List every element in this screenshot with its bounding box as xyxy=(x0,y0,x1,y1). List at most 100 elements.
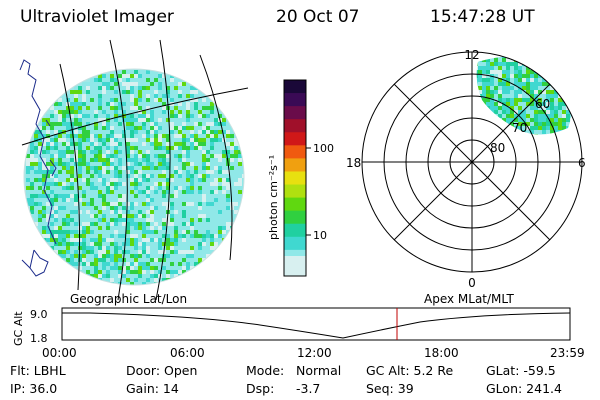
image-pixel xyxy=(138,182,142,186)
image-pixel xyxy=(142,154,146,158)
image-pixel xyxy=(98,250,102,254)
image-pixel xyxy=(222,166,226,170)
image-pixel xyxy=(58,250,62,254)
image-pixel xyxy=(210,210,214,214)
image-pixel xyxy=(550,58,554,62)
image-pixel xyxy=(114,134,118,138)
image-pixel xyxy=(238,178,242,182)
image-pixel xyxy=(562,86,566,90)
image-pixel xyxy=(114,206,118,210)
image-pixel xyxy=(150,226,154,230)
image-pixel xyxy=(110,262,114,266)
image-pixel xyxy=(90,190,94,194)
geographic-label: Geographic Lat/Lon xyxy=(70,292,187,306)
image-pixel xyxy=(218,154,222,158)
image-pixel xyxy=(54,126,58,130)
image-pixel xyxy=(498,66,502,70)
image-pixel xyxy=(134,238,138,242)
image-pixel xyxy=(550,56,554,58)
image-pixel xyxy=(122,146,126,150)
image-pixel xyxy=(526,74,530,78)
image-pixel xyxy=(110,158,114,162)
image-pixel xyxy=(174,162,178,166)
image-pixel xyxy=(206,250,210,254)
image-pixel xyxy=(530,70,534,74)
image-pixel xyxy=(530,86,534,90)
image-pixel xyxy=(214,158,218,162)
image-pixel xyxy=(218,234,222,238)
time-tick-2359: 23:59 xyxy=(550,346,585,360)
image-pixel xyxy=(86,258,90,262)
image-pixel xyxy=(206,226,210,230)
image-pixel xyxy=(82,194,86,198)
image-pixel xyxy=(174,142,178,146)
image-pixel xyxy=(166,250,170,254)
image-pixel xyxy=(178,150,182,154)
image-pixel xyxy=(498,122,502,126)
image-pixel xyxy=(94,178,98,182)
image-pixel xyxy=(538,130,542,134)
image-pixel xyxy=(214,198,218,202)
image-pixel xyxy=(222,198,226,202)
image-pixel xyxy=(138,114,142,118)
mlt-label-6: 6 xyxy=(578,156,586,170)
image-pixel xyxy=(198,250,202,254)
image-pixel xyxy=(30,150,34,154)
image-pixel xyxy=(66,206,70,210)
image-pixel xyxy=(194,222,198,226)
door-status: Door: Open xyxy=(126,363,198,378)
image-pixel xyxy=(126,250,130,254)
image-pixel xyxy=(242,178,244,182)
image-pixel xyxy=(126,278,130,282)
image-pixel xyxy=(186,262,190,266)
image-pixel xyxy=(26,198,30,202)
image-pixel xyxy=(178,174,182,178)
image-pixel xyxy=(182,198,186,202)
image-pixel xyxy=(478,106,482,110)
image-pixel xyxy=(206,174,210,178)
image-pixel xyxy=(198,142,202,146)
image-pixel xyxy=(158,106,162,110)
image-pixel xyxy=(162,118,166,122)
image-pixel xyxy=(126,266,130,270)
image-pixel xyxy=(214,154,218,158)
image-pixel xyxy=(98,94,102,98)
image-pixel xyxy=(50,110,54,114)
image-pixel xyxy=(94,106,98,110)
image-pixel xyxy=(66,158,70,162)
image-pixel xyxy=(170,214,174,218)
image-pixel xyxy=(162,114,166,118)
image-pixel xyxy=(118,282,122,285)
image-pixel xyxy=(206,222,210,226)
image-pixel xyxy=(542,138,546,142)
time-tick-1800: 18:00 xyxy=(424,346,459,360)
image-pixel xyxy=(166,162,170,166)
image-pixel xyxy=(174,94,178,98)
image-pixel xyxy=(534,58,538,62)
image-pixel xyxy=(82,90,86,94)
image-pixel xyxy=(98,242,102,246)
image-pixel xyxy=(138,70,142,74)
image-pixel xyxy=(190,178,194,182)
image-pixel xyxy=(110,166,114,170)
image-pixel xyxy=(150,158,154,162)
image-pixel xyxy=(74,122,78,126)
image-pixel xyxy=(198,94,202,98)
image-pixel xyxy=(58,222,62,226)
image-pixel xyxy=(50,162,54,166)
image-pixel xyxy=(502,122,506,126)
image-pixel xyxy=(142,130,146,134)
dsp-label: Dsp: xyxy=(246,381,275,396)
image-pixel xyxy=(566,56,570,58)
image-pixel xyxy=(482,82,486,86)
image-pixel xyxy=(150,102,154,106)
image-pixel xyxy=(94,242,98,246)
image-pixel xyxy=(166,230,170,234)
image-pixel xyxy=(122,178,126,182)
image-pixel xyxy=(550,62,554,66)
image-pixel xyxy=(86,234,90,238)
image-pixel xyxy=(146,222,150,226)
image-pixel xyxy=(62,238,66,242)
image-pixel xyxy=(562,122,566,126)
image-pixel xyxy=(98,82,102,86)
